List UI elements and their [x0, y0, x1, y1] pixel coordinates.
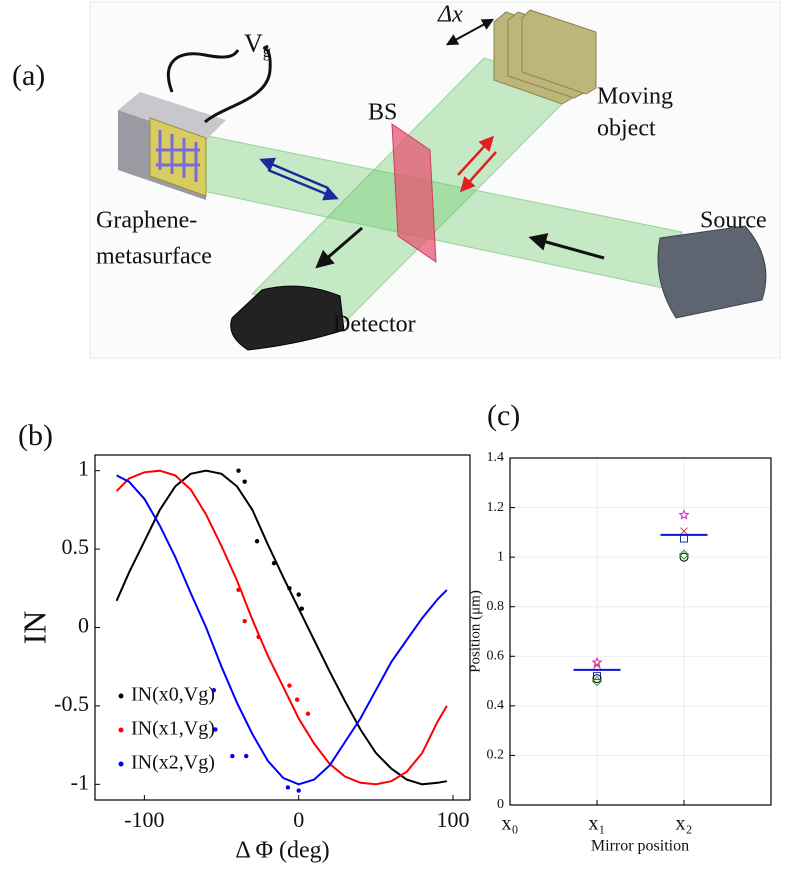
point	[272, 561, 276, 565]
y-tick-label: 0.2	[487, 748, 505, 763]
y-tick-label: 0.5	[62, 534, 90, 559]
point	[287, 683, 291, 687]
y-tick-label: 1	[78, 456, 89, 481]
panel-a: (a) Vg Δx BS Moving object Graphene- met…	[12, 2, 780, 359]
label-moving: Moving	[597, 84, 673, 110]
legend-marker	[119, 694, 124, 699]
label-source: Source	[700, 208, 767, 234]
legend-label: IN(x2,Vg)	[131, 752, 215, 774]
legend-label: IN(x0,Vg)	[131, 684, 215, 706]
y-tick-label: 1	[497, 549, 504, 564]
x-axis-label: Mirror position	[591, 838, 689, 855]
point	[230, 754, 234, 758]
point	[242, 619, 246, 623]
chart-b: -1 -0.5 0 0.5 1 -100 0 100 (b) Δ Φ (deg) IN IN(x0,V…	[16, 419, 470, 864]
panel-label: (c)	[487, 399, 520, 432]
y-tick-label: 0	[78, 613, 89, 638]
x-tick-label: x₀	[502, 813, 519, 835]
label-graphene: Graphene-	[96, 208, 197, 234]
point	[306, 712, 310, 716]
panel-label: (b)	[18, 419, 53, 452]
label-metasurface: metasurface	[96, 244, 212, 270]
point	[300, 606, 304, 610]
point	[236, 588, 240, 592]
panel-label: (a)	[12, 59, 45, 92]
chart-c: 0 0.2 0.4 0.6 0.8 1 1.2 1.4 x₀ x₁ x₂ (c) Mirror posi…	[467, 399, 771, 855]
point	[236, 468, 240, 472]
point	[256, 635, 260, 639]
page: {"panel_a":{"label":"(a)","labels":{"vg"…	[0, 0, 796, 866]
y-tick-label: 0.8	[487, 599, 505, 614]
label-dx: Δx	[437, 2, 463, 28]
y-tick-label: -1	[71, 769, 89, 794]
label-vg-sub: g	[263, 42, 272, 61]
x-tick-label: 0	[293, 807, 304, 832]
y-tick-label: 1.4	[487, 450, 505, 465]
y-tick-label: 0	[497, 797, 504, 812]
legend-label: IN(x1,Vg)	[131, 718, 215, 740]
plot-frame	[95, 455, 470, 800]
point	[297, 788, 301, 792]
point	[255, 539, 259, 543]
plot-frame	[510, 458, 771, 805]
label-bs: BS	[368, 100, 397, 126]
point	[242, 479, 246, 483]
x-tick-label: -100	[124, 807, 164, 832]
point	[286, 785, 290, 789]
y-tick-label: 1.2	[487, 500, 505, 515]
point	[244, 754, 248, 758]
x-axis-label: Δ Φ (deg)	[235, 838, 329, 864]
x-tick-label: 100	[437, 807, 470, 832]
point	[295, 697, 299, 701]
x-tick-label: x₂	[676, 813, 693, 835]
label-detector: Detector	[333, 312, 416, 338]
legend-marker	[119, 762, 124, 767]
y-tick-label: 0.6	[487, 649, 505, 664]
point	[287, 586, 291, 590]
y-tick-label: -0.5	[54, 691, 89, 716]
point	[297, 592, 301, 596]
figure: (a) Vg Δx BS Moving object Graphene- met…	[0, 0, 796, 866]
y-axis-label: Position (μm)	[467, 590, 483, 673]
label-vg-main: V	[244, 29, 263, 58]
y-axis-label: IN	[16, 611, 52, 645]
x-tick-label: x₁	[589, 813, 606, 835]
legend-marker	[119, 728, 124, 733]
label-object: object	[597, 116, 656, 142]
y-tick-label: 0.4	[487, 698, 505, 713]
